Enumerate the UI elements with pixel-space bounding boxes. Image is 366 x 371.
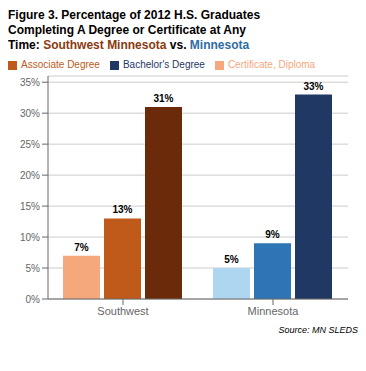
svg-text:5%: 5% bbox=[26, 263, 41, 274]
svg-text:Minnesota: Minnesota bbox=[248, 305, 300, 317]
svg-text:7%: 7% bbox=[74, 242, 89, 253]
svg-text:35%: 35% bbox=[20, 77, 40, 88]
svg-text:Southwest: Southwest bbox=[97, 305, 148, 317]
html-text:Certificate, Diploma: Certificate, Diploma bbox=[227, 59, 316, 70]
html-text:Bachelor's Degree: Bachelor's Degree bbox=[122, 59, 205, 70]
svg-text:9%: 9% bbox=[265, 229, 280, 240]
svg-text:20%: 20% bbox=[20, 170, 40, 181]
svg-text:0%: 0% bbox=[26, 294, 41, 305]
html-text:Completing A Degree or Certifi: Completing A Degree or Certificate at An… bbox=[8, 23, 246, 37]
html-text:Source: MN SLEDS: Source: MN SLEDS bbox=[278, 325, 358, 335]
svg-text:15%: 15% bbox=[20, 201, 40, 212]
svg-text:33%: 33% bbox=[303, 81, 323, 92]
svg-text:25%: 25% bbox=[20, 139, 40, 150]
svg-text:10%: 10% bbox=[20, 232, 40, 243]
html-text:Associate Degree: Associate Degree bbox=[21, 59, 100, 70]
html-text:Figure 3. Percentage of 2012 H: Figure 3. Percentage of 2012 H.S. Gradua… bbox=[8, 8, 261, 22]
html-text:Time: Southwest Minnesota vs.: Time: Southwest Minnesota vs. Minnesota bbox=[8, 38, 250, 52]
svg-text:13%: 13% bbox=[112, 204, 132, 215]
svg-text:31%: 31% bbox=[153, 93, 173, 104]
svg-text:30%: 30% bbox=[20, 108, 40, 119]
svg-text:5%: 5% bbox=[224, 254, 239, 265]
